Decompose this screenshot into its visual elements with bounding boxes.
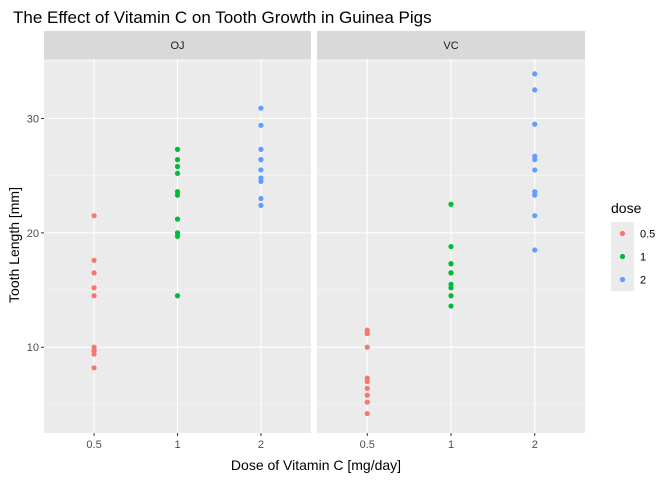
data-point [532, 122, 537, 127]
x-tick-label: 2 [258, 439, 264, 451]
data-point [258, 106, 263, 111]
data-point [365, 400, 370, 405]
x-tick-label: 0.5 [360, 439, 375, 451]
legend-key-2: 1 [611, 245, 646, 268]
legend-label: 1 [640, 252, 646, 264]
data-point [258, 175, 263, 180]
data-point [365, 345, 370, 350]
x-tick-label: 2 [532, 439, 538, 451]
data-point [258, 147, 263, 152]
data-point [365, 411, 370, 416]
legend-keys: 0.5 1 2 [611, 222, 655, 291]
data-point [91, 365, 96, 370]
x-tick-label: 1 [448, 439, 454, 451]
data-point [365, 331, 370, 336]
facet-strip-label: VC [443, 40, 458, 52]
data-point [91, 270, 96, 275]
x-axis-title: Dose of Vitamin C [mg/day] [231, 457, 401, 473]
data-point [532, 193, 537, 198]
data-point [365, 386, 370, 391]
panel-vc: VC 0.5 1 2 [317, 31, 585, 451]
data-point [258, 203, 263, 208]
facet-panels: OJ 0.5 1 2 10 20 30 VC 0.5 1 2 [27, 31, 585, 451]
data-point [91, 348, 96, 353]
data-point [91, 258, 96, 263]
data-point [365, 379, 370, 384]
data-point [175, 164, 180, 169]
legend-key-3: 2 [611, 268, 646, 291]
legend-key-symbol [620, 254, 625, 259]
data-point [258, 196, 263, 201]
data-point [175, 171, 180, 176]
x-tick-label: 0.5 [86, 439, 101, 451]
data-point [448, 244, 453, 249]
data-point [175, 217, 180, 222]
data-point [365, 393, 370, 398]
data-point [91, 293, 96, 298]
data-point [448, 261, 453, 266]
facet-strip-label: OJ [170, 40, 184, 52]
data-point [91, 285, 96, 290]
data-point [448, 282, 453, 287]
y-axis-title: Tooth Length [mm] [6, 187, 22, 303]
legend-label: 2 [640, 275, 646, 287]
data-point [175, 157, 180, 162]
data-point [532, 87, 537, 92]
data-point [258, 167, 263, 172]
data-point [175, 147, 180, 152]
data-point [258, 123, 263, 128]
x-tick-label: 1 [174, 439, 180, 451]
y-tick-label: 30 [27, 113, 39, 125]
data-point [175, 189, 180, 194]
legend-key-symbol [620, 277, 625, 282]
legend-key-1: 0.5 [611, 222, 655, 245]
data-point [532, 154, 537, 159]
data-point [175, 293, 180, 298]
y-tick-label: 10 [27, 342, 39, 354]
legend-key-symbol [620, 231, 625, 236]
data-point [448, 303, 453, 308]
legend: dose 0.5 1 2 [611, 200, 655, 291]
chart-title: The Effect of Vitamin C on Tooth Growth … [13, 8, 432, 27]
data-point [258, 157, 263, 162]
data-point [532, 247, 537, 252]
data-point [532, 167, 537, 172]
data-point [91, 213, 96, 218]
panel-oj: OJ 0.5 1 2 10 20 30 [27, 31, 311, 451]
data-point [532, 213, 537, 218]
data-point [448, 202, 453, 207]
data-point [532, 71, 537, 76]
legend-title: dose [611, 200, 642, 216]
y-tick-label: 20 [27, 228, 39, 240]
data-point [175, 230, 180, 235]
data-point [448, 270, 453, 275]
legend-label: 0.5 [640, 229, 655, 241]
data-point [448, 293, 453, 298]
